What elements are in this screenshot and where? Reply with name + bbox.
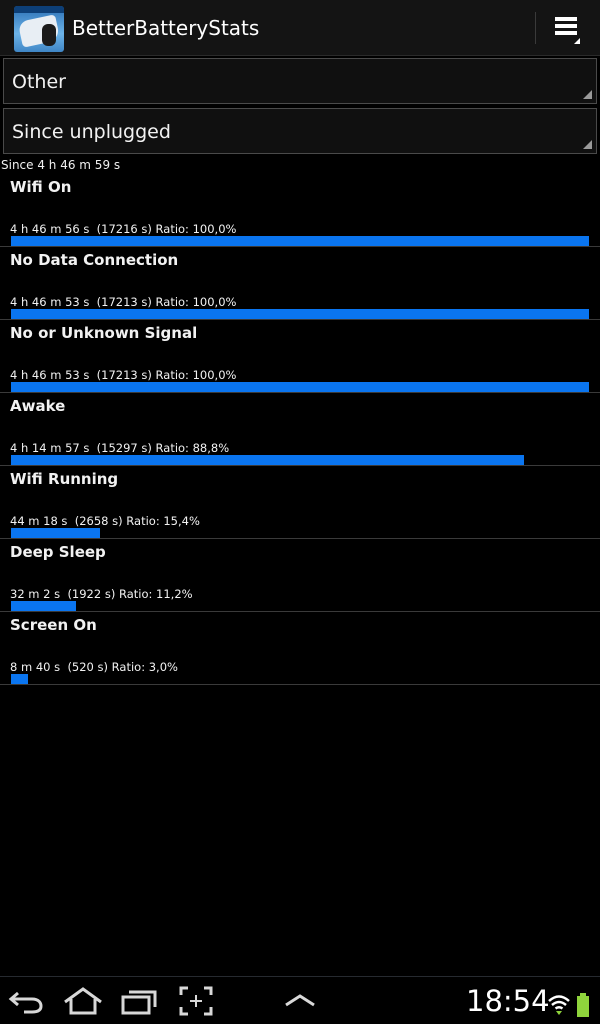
list-item[interactable]: Wifi Running 44 m 18 s (2658 s) Ratio: 1… xyxy=(0,466,600,539)
row-title: No Data Connection xyxy=(10,251,179,269)
row-title: Deep Sleep xyxy=(10,543,106,561)
ratio-bar xyxy=(11,455,589,465)
app-icon[interactable] xyxy=(14,6,64,52)
list-item[interactable]: No Data Connection 4 h 46 m 53 s (17213 … xyxy=(0,247,600,320)
ratio-bar xyxy=(11,236,589,246)
reference-spinner[interactable]: Since unplugged xyxy=(3,108,597,154)
ratio-bar xyxy=(11,674,589,684)
ratio-bar-fill xyxy=(11,528,100,538)
list-item[interactable]: Wifi On 4 h 46 m 56 s (17216 s) Ratio: 1… xyxy=(0,174,600,247)
overflow-menu-icon[interactable] xyxy=(548,10,588,46)
chevron-up-icon[interactable] xyxy=(284,985,316,1017)
list-item[interactable]: No or Unknown Signal 4 h 46 m 53 s (1721… xyxy=(0,320,600,393)
ratio-bar-fill xyxy=(11,236,589,246)
spinner-corner-icon xyxy=(583,140,592,149)
row-title: No or Unknown Signal xyxy=(10,324,198,342)
ratio-bar xyxy=(11,601,589,611)
status-clock: 18:54 xyxy=(466,984,550,1018)
ratio-bar xyxy=(11,382,589,392)
wifi-icon xyxy=(548,995,570,1015)
row-title: Screen On xyxy=(10,616,97,634)
row-detail: 8 m 40 s (520 s) Ratio: 3,0% xyxy=(10,660,178,674)
ratio-bar xyxy=(11,309,589,319)
battery-icon xyxy=(577,993,589,1017)
recent-apps-icon[interactable] xyxy=(120,985,158,1017)
row-detail: 4 h 14 m 57 s (15297 s) Ratio: 88,8% xyxy=(10,441,230,455)
ratio-bar-fill xyxy=(11,382,589,392)
action-bar-divider xyxy=(535,12,536,44)
list-item[interactable]: Awake 4 h 14 m 57 s (15297 s) Ratio: 88,… xyxy=(0,393,600,466)
reference-value: Since unplugged xyxy=(12,121,171,143)
row-detail: 44 m 18 s (2658 s) Ratio: 15,4% xyxy=(10,514,200,528)
row-detail: 4 h 46 m 56 s (17216 s) Ratio: 100,0% xyxy=(10,222,237,236)
screenshot-icon[interactable] xyxy=(178,985,214,1017)
stat-type-value: Other xyxy=(12,71,66,93)
ratio-bar-fill xyxy=(11,674,29,684)
list-item[interactable]: Screen On 8 m 40 s (520 s) Ratio: 3,0% xyxy=(0,612,600,685)
app-title: BetterBatteryStats xyxy=(72,16,260,40)
home-icon[interactable] xyxy=(62,985,104,1017)
row-title: Wifi Running xyxy=(10,470,119,488)
row-title: Wifi On xyxy=(10,178,72,196)
since-label: Since 4 h 46 m 59 s xyxy=(1,158,121,172)
system-nav-bar: 18:54 xyxy=(0,976,600,1024)
row-title: Awake xyxy=(10,397,66,415)
ratio-bar-fill xyxy=(11,309,589,319)
row-detail: 4 h 46 m 53 s (17213 s) Ratio: 100,0% xyxy=(10,295,237,309)
app-icon-strip xyxy=(14,6,64,13)
row-detail: 4 h 46 m 53 s (17213 s) Ratio: 100,0% xyxy=(10,368,237,382)
ratio-bar-fill xyxy=(11,601,76,611)
spinner-corner-icon xyxy=(583,90,592,99)
action-bar: BetterBatteryStats xyxy=(0,0,600,56)
row-detail: 32 m 2 s (1922 s) Ratio: 11,2% xyxy=(10,587,193,601)
ratio-bar-fill xyxy=(11,455,525,465)
back-icon[interactable] xyxy=(8,985,46,1017)
list-item[interactable]: Deep Sleep 32 m 2 s (1922 s) Ratio: 11,2… xyxy=(0,539,600,612)
app-icon-dot xyxy=(42,24,56,46)
ratio-bar xyxy=(11,528,589,538)
stat-type-spinner[interactable]: Other xyxy=(3,58,597,104)
